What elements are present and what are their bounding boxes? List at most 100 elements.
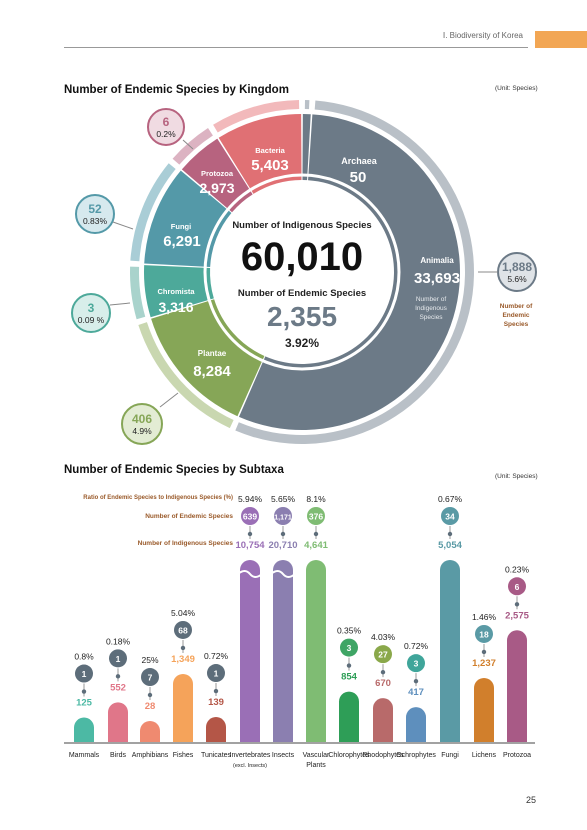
endemic-bubble-fungi <box>75 194 115 234</box>
bar-tunicates <box>206 717 226 742</box>
donut-slice-animalia <box>238 114 460 430</box>
endemic-ratio-plantae: 4.9% <box>132 426 152 436</box>
endemic-count-fungi: 52 <box>88 202 102 216</box>
bar-mammals <box>74 717 94 742</box>
indigenous-total: 60,010 <box>241 235 363 279</box>
axis-break-invertebrates <box>237 570 263 578</box>
slice-name-plantae: Plantae <box>198 349 227 358</box>
ratio-label-ochrophytes: 0.72% <box>404 641 429 651</box>
indigenous-label-mammals: 125 <box>76 698 93 709</box>
stem-dot-rhodophytes <box>380 669 386 675</box>
slice-value-archaea: 50 <box>350 169 367 186</box>
endemic-bubble-fishes <box>174 620 192 639</box>
endemic-key-1: Number of <box>500 303 533 310</box>
endemic-total: 2,355 <box>267 301 337 332</box>
bar-vascular <box>306 560 326 742</box>
endemic-count-insects: 1,171 <box>274 515 292 522</box>
animalia-sub-2: Indigenous <box>415 305 448 312</box>
endemic-count-birds: 1 <box>116 654 121 664</box>
endemic-bubble-tunicates <box>207 664 225 683</box>
outer-ring-fungi <box>130 163 176 262</box>
section-header: Ⅰ. Biodiversity of Korea <box>442 31 523 40</box>
legend-ratio: Ratio of Endemic Species to Indigenous S… <box>83 495 233 501</box>
slice-value-plantae: 8,284 <box>193 363 231 380</box>
bar-chlorophytes <box>339 691 359 742</box>
endemic-count-amphibians: 7 <box>148 673 153 683</box>
ratio-label-mammals: 0.8% <box>74 652 94 662</box>
stem-dot-tunicates <box>213 688 219 694</box>
indigenous-label-fishes: 1,349 <box>171 654 195 665</box>
endemic-ratio-chromista: 0.09 % <box>78 315 105 325</box>
slice-value-protozoa: 2,973 <box>199 180 234 196</box>
category-fungi: Fungi <box>441 752 459 759</box>
bar-rhodophytes <box>373 698 393 742</box>
stem-dot-chlorophytes <box>346 663 352 668</box>
animalia-sub-3: Species <box>419 314 443 321</box>
category-sub-invertebrates: (excl. Insects) <box>233 763 267 769</box>
ratio-label-fungi: 0.67% <box>438 494 463 504</box>
endemic-bubble-chromista <box>71 293 111 333</box>
category-insects: Insects <box>272 752 295 759</box>
slice-name-bacteria: Bacteria <box>255 146 285 155</box>
slice-value-animalia: 33,693 <box>414 270 460 287</box>
endemic-bubble-rhodophytes <box>374 645 392 664</box>
stem-dot-invertebrates <box>247 531 253 537</box>
endemic-count-protozoa: 6 <box>515 582 520 592</box>
stem-dot-fishes <box>180 645 186 651</box>
endemic-count-fishes: 68 <box>178 625 188 635</box>
endemic-bubble-protozoa <box>508 577 526 596</box>
stem-dot-ochrophytes <box>413 678 419 684</box>
page-number: 25 <box>526 795 537 805</box>
ratio-label-amphibians: 25% <box>141 655 158 665</box>
endemic-bubble-ochrophytes <box>407 654 425 673</box>
subtaxa-unit: (Unit: Species) <box>495 473 538 480</box>
category-vascular: Vascular <box>303 752 330 759</box>
slice-name-protozoa: Protozoa <box>201 169 234 178</box>
donut-center <box>212 182 392 362</box>
category-protozoa: Protozoa <box>503 752 531 759</box>
bar-fungi <box>440 560 460 742</box>
bubble-connector <box>109 302 131 306</box>
indigenous-label-rhodophytes: 670 <box>375 678 391 689</box>
endemic-count-ochrophytes: 3 <box>414 659 419 669</box>
indigenous-label-chlorophytes: 854 <box>341 672 358 683</box>
endemic-count-invertebrates: 639 <box>243 512 257 522</box>
indigenous-label-insects: 20,710 <box>268 540 297 551</box>
category-amphibians: Amphibians <box>132 752 169 759</box>
bar-amphibians <box>140 721 160 742</box>
category-lichens: Lichens <box>472 752 497 759</box>
stem-dot-protozoa <box>514 602 520 607</box>
stem-dot-fungi <box>447 531 453 537</box>
indigenous-label-vascular: 4,641 <box>304 540 328 551</box>
endemic-key-3: Species <box>504 321 529 328</box>
bar-fishes <box>173 673 193 742</box>
category-invertebrates: Invertebrates <box>230 752 271 759</box>
indigenous-label: Number of Indigenous Species <box>232 220 371 231</box>
ratio-label-birds: 0.18% <box>106 636 131 646</box>
kingdom-unit: (Unit: Species) <box>495 85 538 92</box>
bubble-connector <box>159 392 179 408</box>
endemic-count-chromista: 3 <box>88 301 95 315</box>
endemic-count-tunicates: 1 <box>214 669 219 679</box>
endemic-ratio: 3.92% <box>285 336 319 350</box>
endemic-count-vascular: 376 <box>309 512 323 522</box>
bubble-connector <box>112 221 134 230</box>
bar-birds <box>108 702 128 742</box>
endemic-bubble-plantae <box>121 403 163 445</box>
endemic-label: Number of Endemic Species <box>238 288 366 299</box>
slice-value-chromista: 3,316 <box>158 299 193 315</box>
category-chlorophytes: Chlorophytes <box>328 752 370 759</box>
indigenous-label-ochrophytes: 417 <box>408 687 424 698</box>
slice-value-bacteria: 5,403 <box>251 157 289 174</box>
endemic-ratio-fungi: 0.83% <box>83 216 108 226</box>
endemic-bubble-protozoa <box>147 108 185 146</box>
ratio-label-fishes: 5.04% <box>171 608 196 618</box>
category-fishes: Fishes <box>173 752 194 759</box>
endemic-bubble-vascular <box>307 507 325 525</box>
endemic-bubble-mammals <box>75 664 93 683</box>
indigenous-label-tunicates: 139 <box>208 697 224 708</box>
endemic-ratio-protozoa: 0.2% <box>156 129 176 139</box>
slice-name-fungi: Fungi <box>171 222 191 231</box>
ratio-label-protozoa: 0.23% <box>505 564 530 574</box>
